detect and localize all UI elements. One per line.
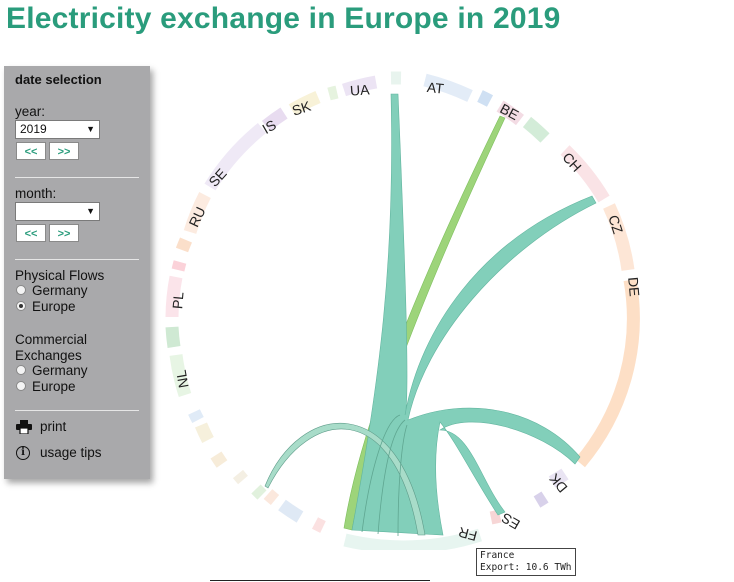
arc-fr[interactable] bbox=[343, 528, 482, 550]
physical-europe-radio[interactable] bbox=[16, 301, 26, 311]
label-de: DE bbox=[625, 276, 643, 297]
month-select[interactable]: ▼ bbox=[15, 202, 100, 221]
label-at: AT bbox=[426, 79, 445, 97]
arc-small10[interactable] bbox=[195, 422, 214, 443]
year-label: year: bbox=[15, 104, 46, 119]
commercial-germany-radio[interactable] bbox=[16, 365, 26, 375]
physical-flows-label: Physical Flows bbox=[15, 268, 105, 283]
arc-small11[interactable] bbox=[188, 409, 204, 424]
info-icon[interactable]: i bbox=[16, 446, 30, 460]
arc-small15[interactable] bbox=[327, 85, 339, 101]
arc-small[interactable] bbox=[477, 90, 494, 107]
separator bbox=[15, 410, 139, 411]
arc-dk[interactable] bbox=[548, 468, 569, 488]
printer-icon[interactable] bbox=[16, 420, 32, 434]
separator bbox=[15, 177, 139, 178]
commercial-label: Commercial bbox=[15, 332, 88, 347]
divider-line bbox=[210, 580, 430, 581]
flow-ribbons bbox=[264, 93, 597, 537]
print-link[interactable]: print bbox=[40, 419, 67, 434]
arc-cz[interactable] bbox=[603, 203, 635, 271]
arc-small4[interactable] bbox=[311, 517, 326, 533]
physical-germany-label: Germany bbox=[32, 283, 88, 298]
arc-small6[interactable] bbox=[263, 489, 280, 506]
arc-small7[interactable] bbox=[251, 484, 267, 500]
arc-nl[interactable] bbox=[169, 354, 192, 398]
flow-fr-dividers bbox=[361, 414, 408, 537]
arc-ch[interactable] bbox=[560, 145, 610, 203]
arc-pl[interactable] bbox=[165, 275, 183, 318]
arc-sk[interactable] bbox=[288, 91, 321, 116]
arc-de[interactable] bbox=[575, 278, 640, 468]
label-sk: SK bbox=[290, 98, 313, 119]
month-next-button[interactable]: >> bbox=[49, 224, 79, 242]
arc-small9[interactable] bbox=[210, 451, 228, 468]
commercial-label-line2: Exchanges bbox=[15, 348, 82, 363]
year-select[interactable]: 2019 ▼ bbox=[15, 120, 100, 139]
arc-small2[interactable] bbox=[522, 116, 550, 143]
label-be: BE bbox=[497, 100, 521, 123]
arc-ru[interactable] bbox=[183, 192, 211, 234]
arc-se[interactable] bbox=[204, 122, 267, 191]
arc-es[interactable] bbox=[489, 509, 502, 525]
label-cz: CZ bbox=[605, 213, 626, 236]
flow-fr-main[interactable] bbox=[351, 93, 597, 536]
label-dk: DK bbox=[545, 470, 570, 496]
month-prev-button[interactable]: << bbox=[16, 224, 46, 242]
chord-diagram: UA AT BE CH CZ DE DK ES FR NL PL RU SE I… bbox=[165, 71, 643, 550]
arc-small5[interactable] bbox=[278, 499, 304, 523]
commercial-germany-label: Germany bbox=[32, 363, 88, 378]
chevron-down-icon: ▼ bbox=[86, 206, 95, 216]
label-nl: NL bbox=[173, 369, 192, 390]
label-ru: RU bbox=[186, 204, 209, 229]
arc-small8[interactable] bbox=[232, 469, 248, 485]
arc-small13[interactable] bbox=[171, 260, 187, 272]
separator bbox=[15, 259, 139, 260]
date-selection-panel: date selection year: 2019 ▼ << >> month:… bbox=[4, 66, 150, 479]
chevron-down-icon: ▼ bbox=[86, 124, 95, 134]
physical-germany-radio[interactable] bbox=[16, 285, 26, 295]
arc-small3[interactable] bbox=[533, 491, 549, 508]
year-prev-button[interactable]: << bbox=[16, 142, 46, 160]
label-pl: PL bbox=[169, 291, 186, 310]
arc-be[interactable] bbox=[496, 100, 524, 126]
page-title: Electricity exchange in Europe in 2019 bbox=[6, 2, 561, 35]
month-label: month: bbox=[15, 186, 57, 201]
arc-at[interactable] bbox=[423, 73, 473, 102]
arc-is[interactable] bbox=[261, 107, 288, 132]
country-arcs bbox=[165, 71, 640, 550]
commercial-europe-label: Europe bbox=[32, 379, 76, 394]
usage-tips-link[interactable]: usage tips bbox=[40, 445, 102, 460]
year-select-value: 2019 bbox=[20, 122, 47, 136]
tooltip-country: France bbox=[480, 550, 515, 561]
arc-small16[interactable] bbox=[342, 75, 378, 97]
physical-europe-label: Europe bbox=[32, 299, 76, 314]
arc-small12[interactable] bbox=[165, 326, 181, 348]
panel-heading: date selection bbox=[15, 72, 102, 87]
tooltip-export: Export: 10.6 TWh bbox=[480, 562, 572, 573]
label-ua: UA bbox=[349, 81, 370, 98]
export-tooltip: France Export: 10.6 TWh bbox=[476, 548, 576, 576]
label-fr: FR bbox=[457, 524, 479, 544]
commercial-europe-radio[interactable] bbox=[16, 381, 26, 391]
flow-fr-west[interactable] bbox=[264, 423, 426, 536]
arc-small14[interactable] bbox=[175, 237, 192, 253]
year-next-button[interactable]: >> bbox=[49, 142, 79, 160]
